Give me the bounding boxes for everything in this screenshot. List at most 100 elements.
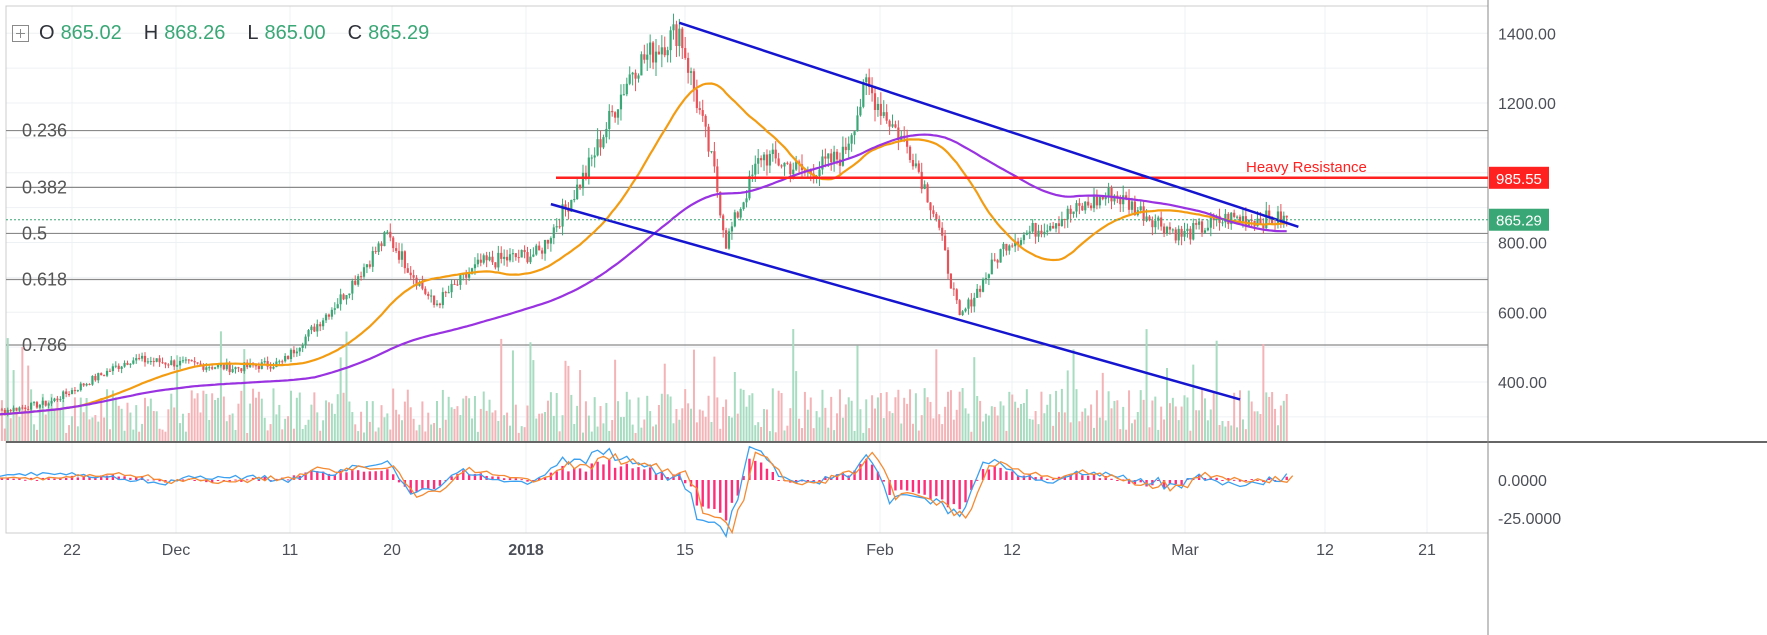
candle-body — [497, 252, 500, 268]
volume-bar — [436, 401, 438, 441]
candle-body — [1160, 217, 1163, 227]
candle-body — [891, 124, 894, 127]
candle-body — [795, 161, 798, 170]
volume-bar — [1227, 420, 1230, 441]
volume-bar — [1098, 417, 1101, 441]
macd-histogram-bar — [730, 480, 734, 503]
candle-body — [82, 383, 85, 386]
candle-body — [289, 349, 293, 360]
volume-bar — [319, 430, 322, 441]
volume-bar — [914, 393, 917, 441]
candle-body — [587, 157, 590, 177]
volume-bar — [874, 408, 876, 441]
candle-body — [1235, 216, 1239, 218]
candle-body — [237, 367, 240, 369]
volume-bar — [514, 404, 517, 441]
macd-histogram-bar — [94, 476, 97, 480]
macd-histogram-bar — [812, 480, 815, 482]
candle-body — [430, 295, 433, 297]
candle-body — [827, 153, 830, 159]
candle-body — [999, 249, 1002, 263]
volume-bar — [465, 395, 468, 441]
volume-bar — [468, 398, 471, 441]
macd-histogram-bar — [240, 480, 243, 482]
volume-bar — [1119, 429, 1122, 441]
macd-histogram-bar — [1075, 472, 1078, 480]
volume-bar — [544, 412, 547, 441]
volume-bar — [234, 429, 237, 441]
volume-bar — [447, 396, 450, 441]
volume-bar — [865, 399, 868, 441]
macd-histogram-bar — [1256, 480, 1259, 481]
candle-body — [1285, 215, 1288, 218]
candle-body — [330, 309, 333, 317]
macd-histogram-bar — [707, 480, 710, 509]
candle-body — [573, 199, 576, 201]
axes: 1400.00 1200.00 800.00 600.00 400.00 0.0000 -2… — [63, 26, 1561, 559]
candle-body — [319, 324, 322, 327]
candle-body — [1241, 216, 1245, 222]
candle-body — [365, 264, 369, 268]
volume-bar — [1157, 429, 1160, 441]
candle-body — [564, 204, 567, 208]
volume-bar — [944, 406, 947, 441]
volume-bar — [82, 412, 85, 441]
candle-body — [692, 71, 696, 90]
fib-level-label: 0.236 — [22, 121, 67, 141]
volume-bar — [838, 389, 841, 441]
candle-body — [65, 391, 68, 395]
candlestick-series — [0, 13, 1288, 417]
macd-histogram-bar — [882, 480, 885, 482]
volume-bar — [1253, 411, 1256, 441]
volume-bars — [0, 329, 1288, 441]
legend-toggle-icon[interactable] — [12, 25, 29, 42]
macd-line — [0, 445, 1288, 539]
macd-histogram-bar — [82, 475, 85, 480]
candle-body — [619, 94, 623, 110]
candle-body — [1075, 203, 1078, 212]
macd-histogram-bar — [374, 471, 377, 480]
volume-bar — [1151, 400, 1154, 441]
candle-body — [952, 288, 955, 290]
time-tick-label: 12 — [1316, 542, 1334, 559]
candle-body — [1095, 196, 1099, 206]
trendline — [550, 202, 1241, 401]
volume-bar — [713, 356, 716, 441]
volume-bar — [573, 423, 576, 441]
candle-body — [146, 361, 150, 363]
volume-bar — [707, 395, 710, 441]
candle-body — [783, 162, 786, 167]
macd-histogram-bar — [64, 477, 68, 480]
macd-histogram-bar — [397, 480, 401, 483]
time-tick-label: 11 — [282, 542, 299, 559]
candle-body — [1195, 223, 1198, 225]
volume-bar — [144, 397, 146, 441]
volume-bar — [205, 393, 208, 441]
macd-histogram-bar — [456, 473, 459, 480]
macd-histogram-bar — [964, 480, 967, 503]
candle-body — [830, 153, 833, 163]
volume-bar — [278, 404, 281, 441]
volume-bar — [377, 427, 380, 441]
candle-body — [15, 407, 18, 411]
indicator-tick-label: -25.0000 — [1498, 511, 1561, 528]
macd-histogram-bar — [1215, 477, 1218, 480]
volume-bar — [1276, 425, 1279, 441]
candle-body — [710, 151, 713, 153]
candle-body — [301, 345, 304, 348]
candle-body — [1250, 219, 1253, 221]
volume-bar — [728, 416, 730, 441]
time-tick-label: Feb — [866, 542, 894, 559]
macd-histogram-bar — [946, 480, 950, 508]
candle-body — [602, 137, 605, 148]
price-tick-label: 1400.00 — [1498, 26, 1556, 43]
volume-bar — [398, 414, 401, 441]
candle-body — [459, 275, 462, 285]
candle-body — [178, 360, 182, 366]
volume-bar — [909, 389, 912, 441]
candle-body — [748, 175, 751, 199]
volume-bar — [327, 402, 330, 441]
volume-bar — [1002, 405, 1005, 441]
volume-bar — [570, 394, 573, 441]
